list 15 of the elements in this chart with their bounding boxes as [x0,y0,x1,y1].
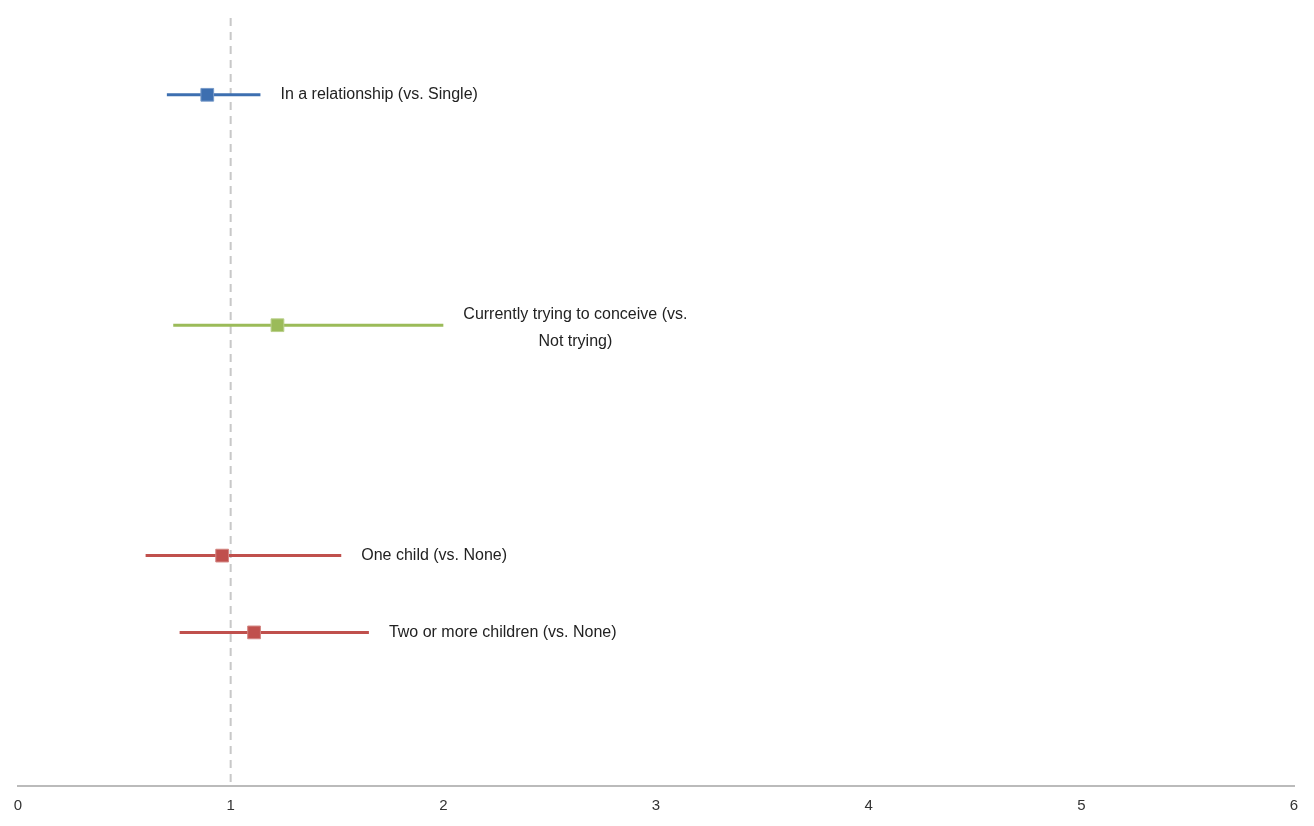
x-tick-label: 1 [226,796,235,814]
point [270,318,285,333]
text: Currently trying to conceive (vs. Not trying) [463,304,688,349]
x-tick-label: 2 [439,796,448,814]
point [215,548,230,563]
x-tick-label: 3 [651,796,661,814]
text: In a relationship (vs. Single) [280,85,478,103]
point [247,625,261,640]
x-tick-label: 4 [864,796,873,814]
x-tick-label: 5 [1077,796,1086,814]
text: One child (vs. None) [361,546,508,564]
text: Two or more children (vs. None) [388,622,617,640]
x-tick-label: 0 [13,796,23,814]
x-tick-label: 6 [1289,796,1299,814]
point [200,87,215,102]
